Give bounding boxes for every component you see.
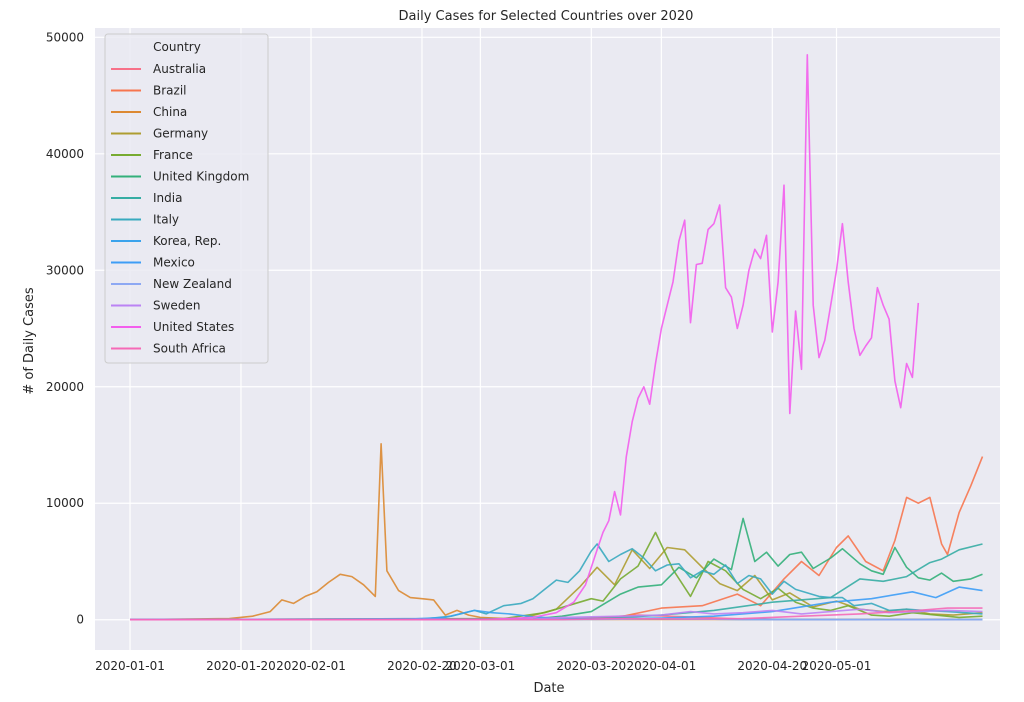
y-tick-label: 10000 bbox=[46, 496, 84, 510]
series-line-brazil bbox=[129, 456, 984, 621]
y-tick-label: 50000 bbox=[46, 30, 84, 44]
y-tick-label: 20000 bbox=[46, 380, 84, 394]
legend-entry: Italy bbox=[153, 213, 179, 227]
legend-frame bbox=[104, 33, 269, 364]
x-tick-label: 2020-04-01 bbox=[626, 659, 696, 673]
x-axis-ticks: 2020-01-01 2020-01-20 2020-02-01 2020-02-20… bbox=[95, 659, 871, 673]
legend-entry: Brazil bbox=[153, 84, 187, 98]
series-line-sweden bbox=[129, 608, 983, 621]
legend-entry: United Kingdom bbox=[153, 170, 249, 184]
legend-entry: Mexico bbox=[153, 256, 195, 270]
x-tick-label: 2020-01-01 bbox=[95, 659, 165, 673]
chart-title: Daily Cases for Selected Countries over … bbox=[399, 9, 694, 24]
x-tick-label: 2020-03-01 bbox=[445, 659, 515, 673]
series-line-united-kingdom bbox=[129, 517, 983, 621]
series-line-italy bbox=[129, 543, 983, 621]
legend-entry: China bbox=[153, 105, 187, 119]
legend-entry: Australia bbox=[153, 62, 206, 76]
series-line-south-africa bbox=[129, 607, 983, 621]
legend-entry: United States bbox=[153, 320, 234, 334]
legend-entry: South Africa bbox=[153, 342, 226, 356]
y-tick-label: 30000 bbox=[46, 263, 84, 277]
y-axis-ticks: 0 10000 20000 30000 40000 50000 bbox=[46, 30, 84, 626]
series-line-germany bbox=[129, 546, 983, 621]
y-axis-label: # of Daily Cases bbox=[22, 287, 37, 395]
legend-entry: Germany bbox=[153, 127, 208, 141]
x-tick-label: 2020-02-20 bbox=[387, 659, 457, 673]
legend-title: Country bbox=[153, 40, 201, 54]
legend-entry: Sweden bbox=[153, 299, 200, 313]
x-axis-label: Date bbox=[533, 681, 564, 696]
x-tick-label: 2020-02-01 bbox=[276, 659, 346, 673]
y-tick-label: 0 bbox=[76, 613, 84, 627]
x-tick-label: 2020-05-01 bbox=[802, 659, 872, 673]
legend-entry: France bbox=[153, 148, 193, 162]
x-tick-label: 2020-04-20 bbox=[737, 659, 807, 673]
y-tick-label: 40000 bbox=[46, 147, 84, 161]
series-group bbox=[129, 53, 984, 621]
series-line-united-states bbox=[130, 53, 920, 621]
x-tick-label: 2020-03-20 bbox=[556, 659, 626, 673]
legend-entry: New Zealand bbox=[153, 277, 232, 291]
legend-entry: India bbox=[153, 191, 182, 205]
x-tick-label: 2020-01-20 bbox=[206, 659, 276, 673]
legend: Country Australia Brazil China Germany France… bbox=[104, 33, 269, 364]
legend-entry: Korea, Rep. bbox=[153, 234, 221, 248]
